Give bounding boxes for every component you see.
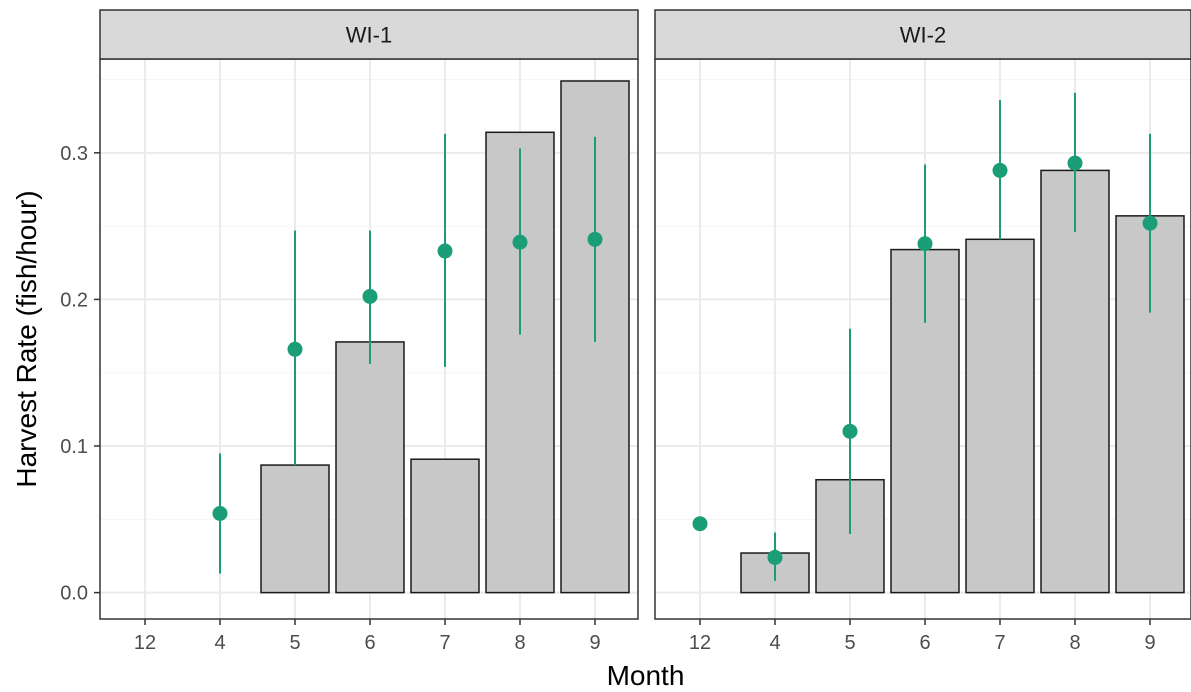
panel-WI-1: WI-1 12 4 5 6 7 8 9 xyxy=(99,9,639,654)
x-tick-label: 5 xyxy=(844,632,855,654)
point-WI-1-7 xyxy=(437,243,453,259)
bar-WI-1-6 xyxy=(335,341,405,594)
strip-background xyxy=(654,9,1191,60)
panel-WI-2: WI-2 12 4 5 6 7 8 9 xyxy=(654,9,1191,654)
x-tick-label: 9 xyxy=(589,632,600,654)
bar-WI-1-7 xyxy=(410,458,480,594)
point-WI-1-4 xyxy=(212,505,228,521)
point-WI-2-4 xyxy=(767,549,783,565)
strip-label: WI-2 xyxy=(900,23,946,48)
y-tick-label: 0.0 xyxy=(60,583,88,605)
y-tick-label: 0.2 xyxy=(60,289,88,311)
point-WI-2-5 xyxy=(842,423,858,439)
x-tick-label: 12 xyxy=(134,632,156,654)
x-tick-label: 5 xyxy=(289,632,300,654)
x-tick-label: 6 xyxy=(919,632,930,654)
point-WI-1-8 xyxy=(512,234,528,250)
strip-background xyxy=(99,9,639,60)
bar-WI-2-8 xyxy=(1040,169,1110,594)
x-tick-label: 8 xyxy=(514,632,525,654)
x-tick-label: 8 xyxy=(1069,632,1080,654)
x-tick-label: 4 xyxy=(769,632,780,654)
bar-WI-1-5 xyxy=(260,464,330,594)
point-WI-2-9 xyxy=(1142,215,1158,231)
x-tick-label: 7 xyxy=(994,632,1005,654)
strip-label: WI-1 xyxy=(346,23,392,48)
panels: WI-1 12 4 5 6 7 8 9 WI-2 12 4 5 6 7 8 9 0.0 0.1 0.2 0.3 xyxy=(60,9,1191,654)
x-tick-label: 12 xyxy=(689,632,711,654)
point-WI-2-12 xyxy=(692,516,708,532)
x-tick-label: 7 xyxy=(439,632,450,654)
y-tick-label: 0.3 xyxy=(60,143,88,165)
point-WI-2-7 xyxy=(992,162,1008,178)
point-WI-2-6 xyxy=(917,236,933,252)
bar-WI-2-7 xyxy=(965,238,1035,594)
x-tick-label: 4 xyxy=(214,632,225,654)
point-WI-2-8 xyxy=(1067,155,1083,171)
x-tick-label: 9 xyxy=(1144,632,1155,654)
point-WI-1-5 xyxy=(287,341,303,357)
y-axis-title: Harvest Rate (fish/hour) xyxy=(11,190,42,487)
y-tick-label: 0.1 xyxy=(60,436,88,458)
x-tick-label: 6 xyxy=(364,632,375,654)
x-axis-title: Month xyxy=(607,660,685,691)
point-WI-1-6 xyxy=(362,288,378,304)
point-WI-1-9 xyxy=(587,231,603,247)
